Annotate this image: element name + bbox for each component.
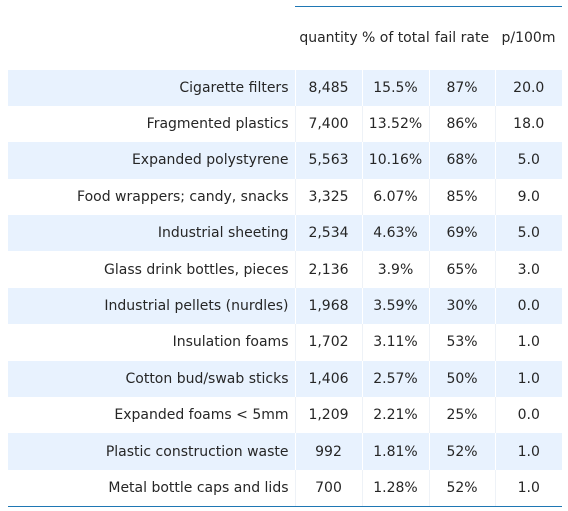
cell-per-100m: 3.0 [494,251,562,288]
table-row: Fragmented plastics 7,400 13.52% 86% 18.0 [8,105,562,143]
cell-per-100m: 0.0 [494,397,562,434]
cell-quantity: 700 [294,469,362,507]
table-row: Glass drink bottles, pieces 2,136 3.9% 65% 3… [8,251,562,288]
cell-fail-rate: 25% [428,397,495,434]
cell-fail-rate: 69% [428,215,495,252]
cell-quantity: 1,702 [294,324,362,361]
cell-per-100m: 1.0 [494,360,562,398]
table-body: Cigarette filters 8,485 15.5% 87% 20.0 Fragme… [8,69,562,507]
cell-quantity: 5,563 [294,142,362,179]
cell-fail-rate: 86% [428,105,495,143]
cell-quantity: 1,968 [294,287,362,325]
cell-per-100m: 5.0 [494,215,562,252]
cell-percent-of-total: 10.16% [361,142,429,179]
row-label: Cotton bud/swab sticks [8,360,295,398]
row-label: Glass drink bottles, pieces [8,251,295,288]
cell-percent-of-total: 6.07% [361,178,429,216]
cell-quantity: 1,406 [294,360,362,398]
cell-quantity: 3,325 [294,178,362,216]
cell-fail-rate: 52% [428,433,495,470]
cell-per-100m: 1.0 [494,324,562,361]
table-row: Expanded foams < 5mm 1,209 2.21% 25% 0.0 [8,397,562,434]
cell-percent-of-total: 4.63% [361,215,429,252]
header-fail-rate: fail rate [429,6,495,70]
table-row: Cotton bud/swab sticks 1,406 2.57% 50% 1.0 [8,360,562,398]
row-label: Industrial pellets (nurdles) [8,287,295,325]
table-row: Industrial sheeting 2,534 4.63% 69% 5.0 [8,215,562,252]
cell-per-100m: 18.0 [494,105,562,143]
cell-fail-rate: 30% [428,287,495,325]
cell-per-100m: 20.0 [494,69,562,106]
table-header: quantity % of total fail rate p/100m [8,6,562,70]
row-label: Insulation foams [8,324,295,361]
table-row: Food wrappers; candy, snacks 3,325 6.07% 85… [8,178,562,216]
cell-fail-rate: 85% [428,178,495,216]
cell-fail-rate: 50% [428,360,495,398]
cell-percent-of-total: 13.52% [361,105,429,143]
table-row: Cigarette filters 8,485 15.5% 87% 20.0 [8,69,562,106]
row-label: Expanded foams < 5mm [8,397,295,434]
header-per-100m: p/100m [495,6,562,70]
cell-quantity: 8,485 [294,69,362,106]
cell-fail-rate: 87% [428,69,495,106]
cell-per-100m: 9.0 [494,178,562,216]
row-label: Industrial sheeting [8,215,295,252]
cell-percent-of-total: 3.11% [361,324,429,361]
cell-percent-of-total: 2.57% [361,360,429,398]
cell-per-100m: 0.0 [494,287,562,325]
table-row: Insulation foams 1,702 3.11% 53% 1.0 [8,324,562,361]
header-quantity: quantity [295,6,362,70]
cell-percent-of-total: 1.81% [361,433,429,470]
row-label: Plastic construction waste [8,433,295,470]
cell-fail-rate: 65% [428,251,495,288]
row-label: Fragmented plastics [8,105,295,143]
cell-fail-rate: 52% [428,469,495,507]
cell-per-100m: 1.0 [494,433,562,470]
row-label: Metal bottle caps and lids [8,469,295,507]
row-label: Food wrappers; candy, snacks [8,178,295,216]
table-row: Industrial pellets (nurdles) 1,968 3.59% 30… [8,287,562,325]
table-row: Expanded polystyrene 5,563 10.16% 68% 5.0 [8,142,562,179]
cell-quantity: 7,400 [294,105,362,143]
cell-percent-of-total: 2.21% [361,397,429,434]
cell-percent-of-total: 15.5% [361,69,429,106]
row-label: Expanded polystyrene [8,142,295,179]
cell-per-100m: 1.0 [494,469,562,507]
cell-per-100m: 5.0 [494,142,562,179]
cell-quantity: 1,209 [294,397,362,434]
header-percent-of-total: % of total [362,6,430,70]
litter-summary-table: quantity % of total fail rate p/100m Cig… [8,6,562,507]
cell-quantity: 2,534 [294,215,362,252]
header-corner [8,7,295,70]
cell-percent-of-total: 3.9% [361,251,429,288]
cell-percent-of-total: 3.59% [361,287,429,325]
header-row: quantity % of total fail rate p/100m [8,6,562,70]
cell-fail-rate: 68% [428,142,495,179]
table-row: Plastic construction waste 992 1.81% 52% 1.0 [8,433,562,470]
cell-quantity: 2,136 [294,251,362,288]
row-label: Cigarette filters [8,69,295,106]
cell-fail-rate: 53% [428,324,495,361]
cell-percent-of-total: 1.28% [361,469,429,507]
cell-quantity: 992 [294,433,362,470]
table-row: Metal bottle caps and lids 700 1.28% 52% 1.0 [8,469,562,507]
